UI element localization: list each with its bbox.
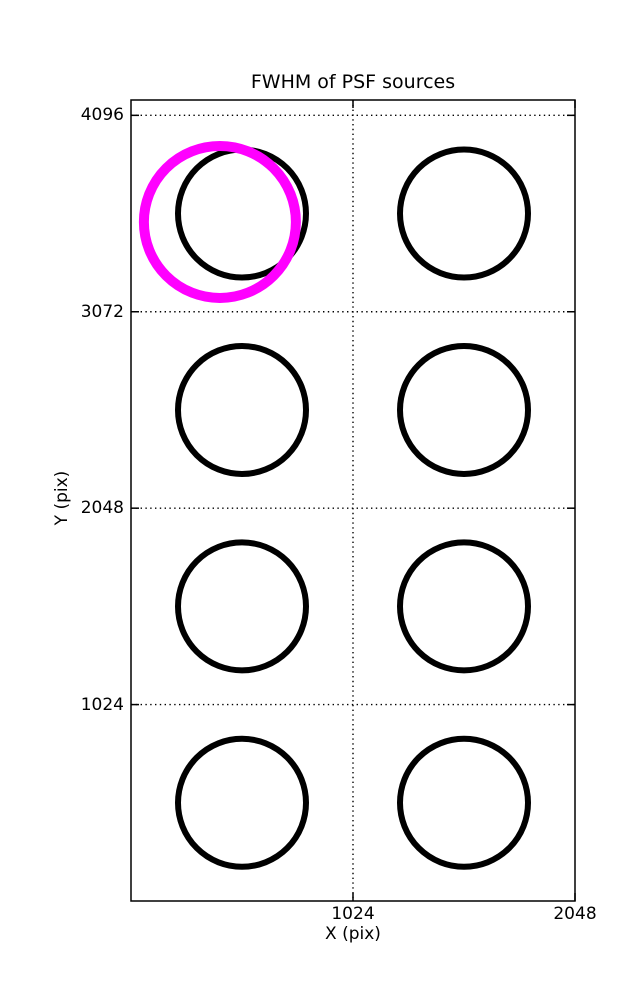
chart-title: FWHM of PSF sources xyxy=(250,71,456,93)
psf-sources-marker xyxy=(175,342,309,477)
highlighted-source-marker xyxy=(138,140,301,303)
x-axis-label: X (pix) xyxy=(325,924,381,944)
psf-sources-marker xyxy=(397,342,531,477)
axes-frame xyxy=(130,99,576,902)
y-tick-label: 4096 xyxy=(80,105,124,126)
y-axis-label: Y (pix) xyxy=(52,470,72,526)
psf-sources-marker xyxy=(397,146,531,281)
psf-sources-marker xyxy=(175,539,309,674)
y-tick-label: 3072 xyxy=(80,301,124,322)
x-tick-label: 2048 xyxy=(553,904,597,924)
psf-sources-marker xyxy=(397,539,531,674)
y-tick-label: 2048 xyxy=(80,498,124,519)
psf-sources-marker xyxy=(175,735,309,870)
y-tick-label: 1024 xyxy=(80,694,124,715)
x-tick-label: 1024 xyxy=(331,904,375,924)
psf-sources-marker xyxy=(397,735,531,870)
